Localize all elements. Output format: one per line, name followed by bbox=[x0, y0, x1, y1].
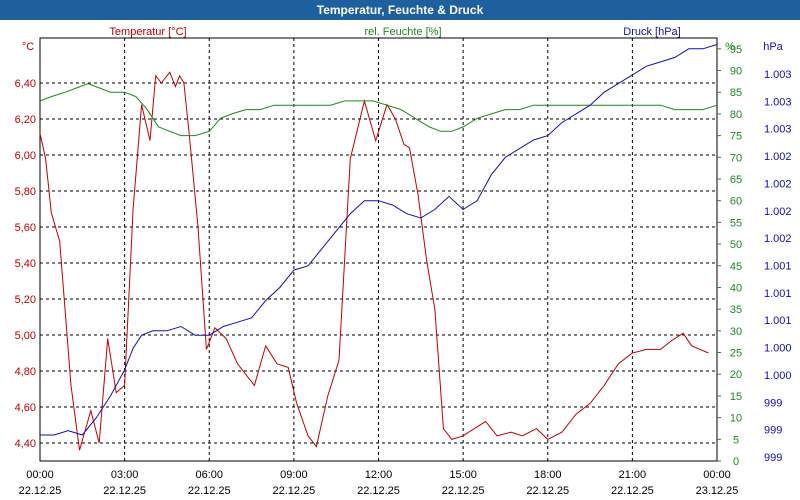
pressure-tick-label: 999 bbox=[764, 397, 782, 409]
time-axis: 00:00 22.12.25 03:00 22.12.25 06:00 22.12.25 0… bbox=[19, 469, 739, 497]
x-tick-time: 03:00 bbox=[111, 469, 139, 481]
x-tick-time: 06:00 bbox=[195, 469, 223, 481]
humidity-tick-label: 70 bbox=[730, 152, 742, 164]
x-tick-date: 22.12.25 bbox=[526, 485, 569, 497]
humidity-tick-label: 5 bbox=[733, 434, 739, 446]
temp-tick-label: 6,20 bbox=[15, 114, 36, 126]
pressure-tick-label: 1.002 bbox=[764, 206, 792, 218]
humidity-tick-label: 60 bbox=[730, 196, 742, 208]
humidity-tick-label: 95 bbox=[730, 44, 742, 56]
humidity-tick-label: 85 bbox=[730, 87, 742, 99]
humidity-axis: 0 5 10 15 20 25 30 35 40 45 50 55 60 65 70 75 80 85 90 95 bbox=[717, 44, 742, 468]
x-tick-time: 12:00 bbox=[365, 469, 393, 481]
x-tick-time: 18:00 bbox=[534, 469, 562, 481]
humidity-tick-label: 25 bbox=[730, 348, 742, 360]
pressure-tick-label: 1.000 bbox=[764, 343, 792, 355]
pressure-tick-label: 1.002 bbox=[764, 233, 792, 245]
x-tick-time: 00:00 bbox=[26, 469, 54, 481]
x-tick-date: 22.12.25 bbox=[272, 485, 315, 497]
humidity-tick-label: 30 bbox=[730, 326, 742, 338]
x-tick-date: 22.12.25 bbox=[188, 485, 231, 497]
x-tick-date: 22.12.25 bbox=[103, 485, 146, 497]
x-tick-date: 22.12.25 bbox=[611, 485, 654, 497]
legend-pressure: Druck [hPa] bbox=[623, 26, 680, 38]
pressure-tick-label: 1.002 bbox=[764, 151, 792, 163]
temp-tick-label: 5,00 bbox=[15, 330, 36, 342]
temp-tick-label: 5,40 bbox=[15, 258, 36, 270]
temp-tick-label: 6,40 bbox=[15, 78, 36, 90]
pressure-tick-label: 1.001 bbox=[764, 288, 792, 300]
humidity-tick-label: 90 bbox=[730, 66, 742, 78]
temp-tick-label: 4,60 bbox=[15, 402, 36, 414]
pressure-tick-label: 999 bbox=[764, 425, 782, 437]
series-layer bbox=[39, 44, 718, 451]
x-tick-time: 00:00 bbox=[703, 469, 731, 481]
temp-tick-label: 5,60 bbox=[15, 222, 36, 234]
humidity-unit-label: % bbox=[725, 41, 735, 53]
humidity-tick-label: 55 bbox=[730, 217, 742, 229]
series-line-pressure bbox=[40, 44, 718, 436]
legend-humidity: rel. Feuchte [%] bbox=[364, 26, 441, 38]
humidity-tick-label: 65 bbox=[730, 174, 742, 186]
humidity-tick-label: 80 bbox=[730, 109, 742, 121]
series-line-temperature bbox=[39, 71, 709, 451]
temperature-axis: 4,40 4,60 4,80 5,00 5,20 5,40 5,60 5,80 6,00 6,20… bbox=[15, 78, 36, 450]
pressure-tick-label: 1.003 bbox=[764, 124, 792, 136]
temp-unit-label: °C bbox=[22, 41, 34, 53]
x-tick-date: 23.12.25 bbox=[696, 485, 739, 497]
x-tick-time: 21:00 bbox=[619, 469, 647, 481]
pressure-axis: 1.003 1.003 1.003 1.002 1.002 1.002 1.002 1.001… bbox=[764, 69, 792, 464]
humidity-tick-label: 20 bbox=[730, 369, 742, 381]
humidity-tick-label: 45 bbox=[730, 261, 742, 273]
humidity-tick-label: 75 bbox=[730, 131, 742, 143]
temp-tick-label: 5,80 bbox=[15, 186, 36, 198]
humidity-tick-label: 0 bbox=[733, 456, 739, 468]
pressure-tick-label: 1.000 bbox=[764, 370, 792, 382]
series-line-humidity bbox=[39, 83, 718, 137]
temp-tick-label: 4,80 bbox=[15, 366, 36, 378]
humidity-tick-label: 10 bbox=[730, 413, 742, 425]
pressure-unit-label: hPa bbox=[763, 41, 783, 53]
pressure-tick-label: 999 bbox=[764, 452, 782, 464]
x-tick-date: 22.12.25 bbox=[19, 485, 62, 497]
temp-tick-label: 5,20 bbox=[15, 294, 36, 306]
pressure-tick-label: 1.002 bbox=[764, 178, 792, 190]
humidity-tick-label: 50 bbox=[730, 239, 742, 251]
x-tick-date: 22.12.25 bbox=[357, 485, 400, 497]
x-tick-date: 22.12.25 bbox=[442, 485, 485, 497]
humidity-tick-label: 15 bbox=[730, 391, 742, 403]
humidity-tick-label: 40 bbox=[730, 282, 742, 294]
x-tick-time: 09:00 bbox=[280, 469, 308, 481]
humidity-tick-label: 35 bbox=[730, 304, 742, 316]
temp-tick-label: 4,40 bbox=[15, 438, 36, 450]
pressure-tick-label: 1.001 bbox=[764, 315, 792, 327]
pressure-tick-label: 1.003 bbox=[764, 69, 792, 81]
x-tick-time: 15:00 bbox=[449, 469, 477, 481]
temp-tick-label: 6,00 bbox=[15, 150, 36, 162]
pressure-tick-label: 1.003 bbox=[764, 96, 792, 108]
legend-temperature: Temperatur [°C] bbox=[109, 26, 186, 38]
pressure-tick-label: 1.001 bbox=[764, 261, 792, 273]
grid bbox=[40, 38, 717, 461]
chart-title: Temperatur, Feuchte & Druck bbox=[0, 0, 800, 20]
